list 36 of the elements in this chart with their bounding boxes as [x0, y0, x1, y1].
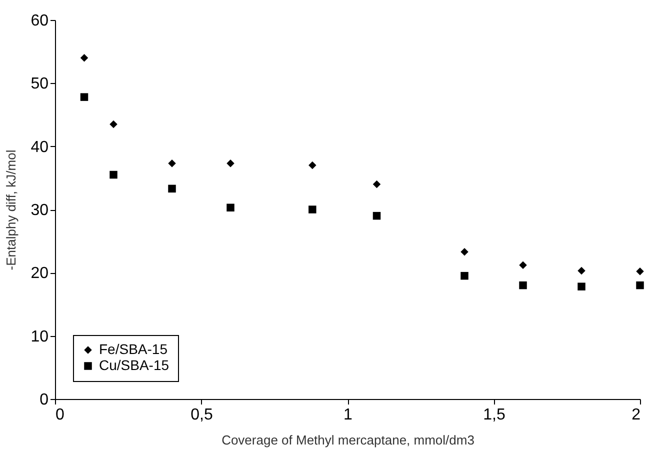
- point: [460, 248, 468, 256]
- legend-label: Fe/SBA-15: [99, 341, 168, 357]
- x-tick-label: 2: [632, 406, 641, 424]
- x-tick-label: 1: [344, 406, 353, 424]
- point: [110, 170, 118, 179]
- point: [80, 93, 88, 101]
- point: [308, 161, 316, 170]
- x-axis-title: Coverage of Methyl mercaptane, mmol/dm3: [222, 432, 474, 448]
- point: [308, 206, 316, 214]
- point: [110, 120, 118, 128]
- y-tick-label: 50: [30, 76, 49, 93]
- point: [80, 54, 88, 62]
- point: [372, 212, 381, 220]
- x-tick-label: 0,5: [190, 406, 213, 424]
- x-tick-label: 0: [56, 406, 64, 424]
- point: [519, 281, 527, 290]
- x-tick-label: 1,5: [483, 406, 506, 424]
- y-tick-label: 10: [30, 328, 49, 346]
- point: [578, 282, 586, 290]
- y-tick-label: 30: [30, 202, 49, 219]
- y-tick-label: 60: [30, 12, 49, 30]
- point: [460, 272, 468, 280]
- point: [372, 180, 381, 188]
- y-tick-label: 20: [30, 265, 49, 282]
- y-axis-title: -Entalphy diff, kJ/mol: [4, 150, 19, 270]
- point: [168, 160, 176, 168]
- point: [168, 184, 176, 193]
- y-tick-label: 0: [40, 392, 49, 408]
- point: [519, 261, 527, 269]
- point: [578, 266, 586, 275]
- legend-label: Cu/SBA-15: [99, 357, 170, 373]
- y-tick-label: 40: [30, 138, 49, 156]
- point: [636, 268, 644, 276]
- point: [636, 281, 644, 290]
- point: [226, 204, 234, 212]
- point: [226, 160, 234, 168]
